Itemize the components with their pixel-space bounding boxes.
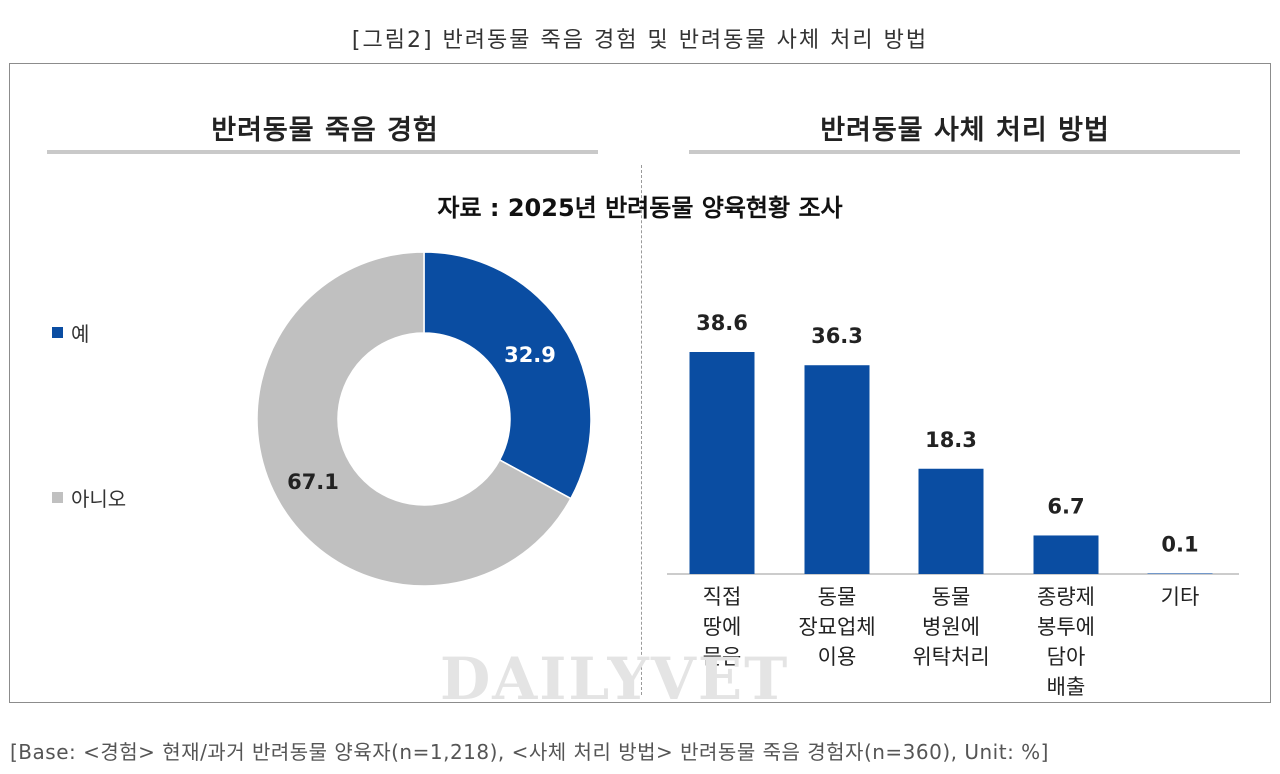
legend-label-yes: 예	[71, 322, 90, 346]
figure-title: [그림2] 반려동물 죽음 경험 및 반려동물 사체 처리 방법	[351, 28, 929, 53]
legend-label-no: 아니오	[71, 487, 127, 511]
footer-note: [Base: <경험> 현재/과거 반려동물 양육자(n=1,218), <사체…	[10, 740, 1049, 764]
legend-swatch-no	[52, 492, 63, 503]
source-note: 자료 : 2025년 반려동물 양육현황 조사	[437, 194, 843, 222]
pie-panel-title: 반려동물 죽음 경험	[211, 115, 439, 146]
legend-item-no: 아니오	[52, 483, 126, 512]
chart-frame	[9, 63, 1271, 703]
legend-item-yes: 예	[52, 318, 89, 347]
legend-swatch-yes	[52, 327, 63, 338]
pie-title-rule	[47, 150, 598, 154]
watermark-logo: DAILYVET	[440, 645, 790, 713]
bar-panel-title: 반려동물 사체 처리 방법	[820, 115, 1110, 146]
bar-title-rule	[689, 150, 1240, 154]
panel-divider	[641, 165, 642, 695]
